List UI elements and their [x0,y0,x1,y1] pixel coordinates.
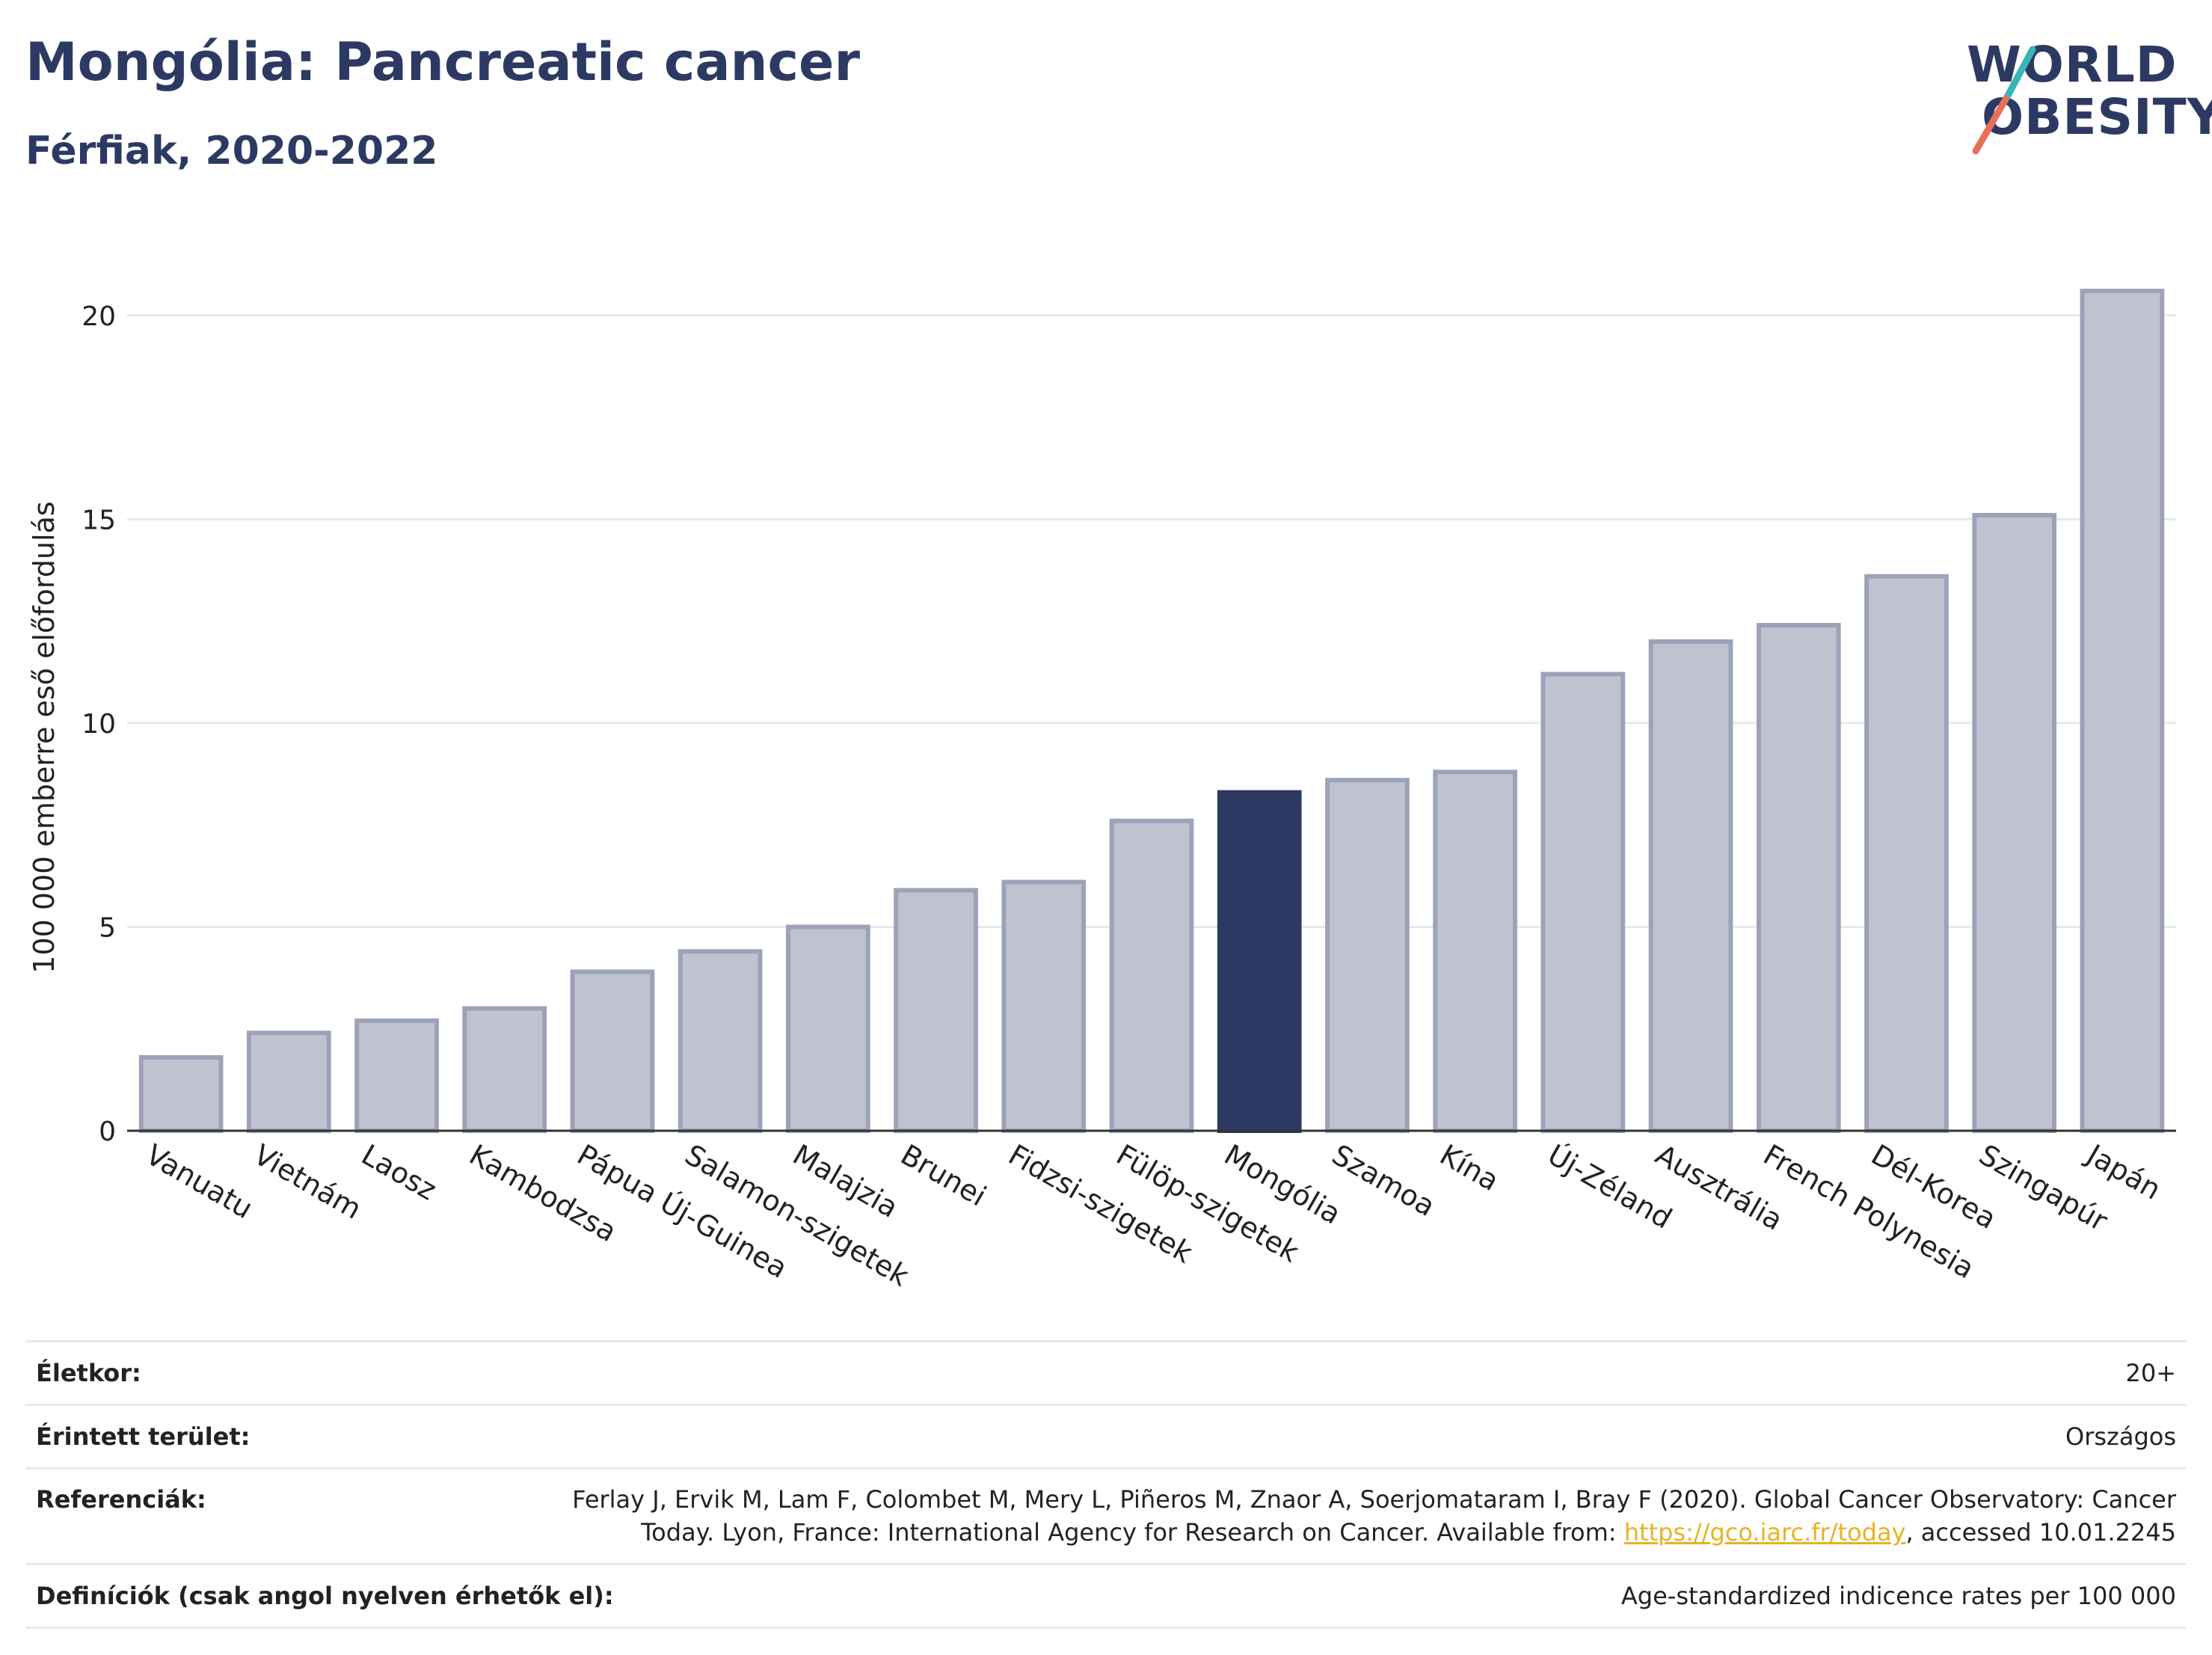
age-value: 20+ [2125,1359,2176,1387]
bar-6 [678,949,763,1134]
x-tick-label: Vanuatu [141,1138,259,1225]
x-tick-label: Vietnám [248,1138,367,1226]
definitions-value: Age-standardized indicence rates per 100… [1620,1582,2176,1610]
y-tick-label: 0 [99,1117,116,1147]
bars [127,289,2176,1134]
bar-16 [1756,623,1841,1133]
y-tick-label: 20 [82,301,116,332]
bar-3 [354,1018,439,1133]
area-label: Érintett terület: [36,1422,251,1451]
meta-row-area: Érintett terület: Országos [25,1404,2187,1467]
y-tick-label: 10 [82,709,116,740]
x-tick-label: Laosz [356,1138,442,1207]
references-text-3: , accessed 10.01.2245 [1905,1518,2176,1547]
y-tick-label: 15 [82,505,116,535]
bar-18 [1972,512,2057,1134]
bar-14 [1540,672,1626,1133]
age-label: Életkor: [36,1359,141,1387]
bar-8 [894,888,978,1133]
references-label: Referenciák: [36,1485,206,1514]
page-subtitle: Férfiak, 2020-2022 [25,129,438,174]
meta-bottom-divider [25,1627,2187,1629]
bar-17 [1864,574,1949,1133]
bar-9 [1001,879,1087,1133]
x-tick-label: Japán [2080,1137,2167,1206]
logo-line-1: WORLD [1967,36,2178,93]
bar-13 [1433,770,1517,1133]
references-text-2: Today. Lyon, France: International Agenc… [641,1518,1624,1547]
x-tick-label: Szamoa [1327,1138,1441,1223]
world-obesity-logo: WORLD OBESITY [1944,22,2212,161]
x-tick-label: Fülöp-szigetek [1111,1138,1305,1269]
logo-line-2: OBESITY [1982,88,2212,146]
bar-5 [570,969,655,1134]
logo-slash-icon [1972,46,2036,155]
bar-15 [1648,639,1733,1133]
x-tick-label: Brunei [895,1138,992,1213]
bar-19 [2080,289,2165,1134]
y-axis-ticks: 0 5 10 15 20 [82,301,116,1147]
x-tick-label: Fidzsi-szigetek [1003,1138,1198,1270]
page-title: Mongólia: Pancreatic cancer [25,31,860,93]
x-tick-label: Kína [1434,1138,1505,1198]
bar-1 [138,1054,224,1133]
bar-11 [1217,790,1302,1133]
bar-10 [1109,818,1194,1133]
bar-4 [462,1006,547,1133]
definitions-label: Definíciók (csak angol nyelven érhetők e… [36,1582,614,1610]
meta-row-references: Referenciák: Ferlay J, Ervik M, Lam F, C… [25,1467,2187,1563]
references-text-1: Ferlay J, Ervik M, Lam F, Colombet M, Me… [572,1485,2176,1514]
references-link[interactable]: https://gco.iarc.fr/today [1623,1518,1906,1547]
x-tick-label: Új-Zéland [1542,1138,1677,1235]
bar-7 [786,924,870,1133]
area-value: Országos [2065,1422,2176,1451]
bar-2 [246,1031,331,1134]
bar-12 [1325,778,1410,1133]
meta-row-definitions: Definíciók (csak angol nyelven érhetők e… [25,1563,2187,1627]
references-value: Ferlay J, Ervik M, Lam F, Colombet M, Me… [572,1483,2187,1549]
metadata-table: Életkor: 20+ Érintett terület: Országos … [25,1340,2187,1629]
y-tick-label: 5 [99,912,116,943]
meta-row-age: Életkor: 20+ [25,1340,2187,1404]
y-axis-label: 100 000 emberre eső előfordulás [28,501,61,973]
